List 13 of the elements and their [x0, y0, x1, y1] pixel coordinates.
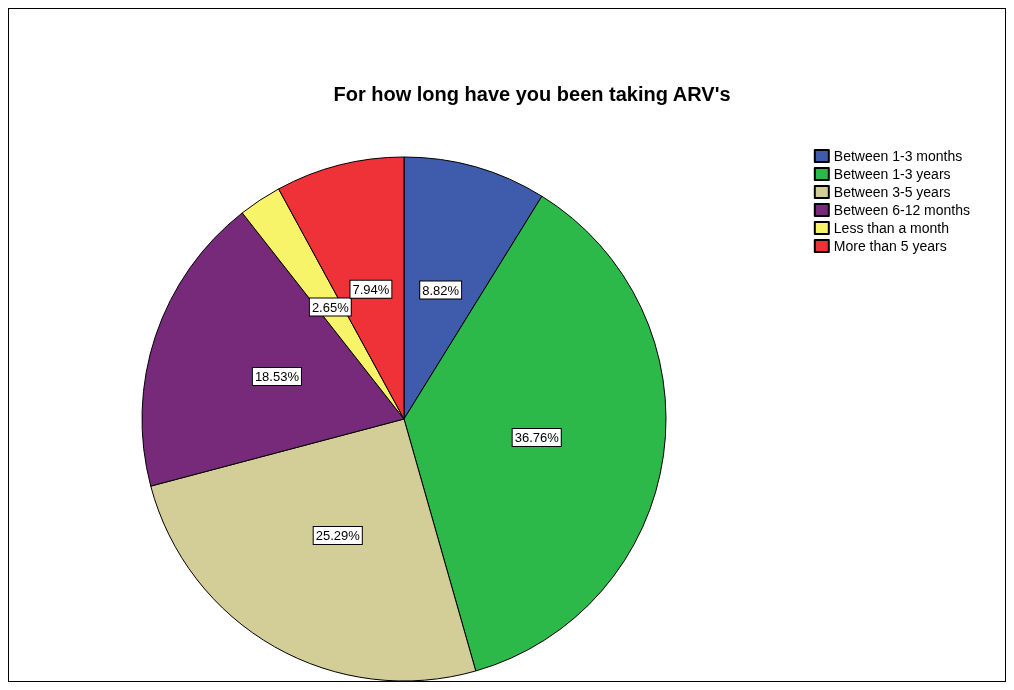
legend-label: Between 1-3 years: [833, 166, 951, 182]
data-label: 25.29%: [315, 527, 361, 543]
legend-label: Less than a month: [833, 220, 949, 236]
data-label: 18.53%: [254, 368, 300, 384]
legend-label: Between 3-5 years: [833, 184, 951, 200]
data-label: 8.82%: [422, 282, 460, 298]
legend-label: More than 5 years: [833, 238, 947, 254]
chart-title: For how long have you been taking ARV's: [333, 83, 731, 105]
data-label: 7.94%: [352, 281, 390, 297]
data-label: 2.65%: [311, 299, 350, 315]
data-label: 36.76%: [514, 429, 560, 445]
legend-label: Between 1-3 months: [833, 148, 963, 164]
legend-label: Between 6-12 months: [833, 202, 971, 218]
